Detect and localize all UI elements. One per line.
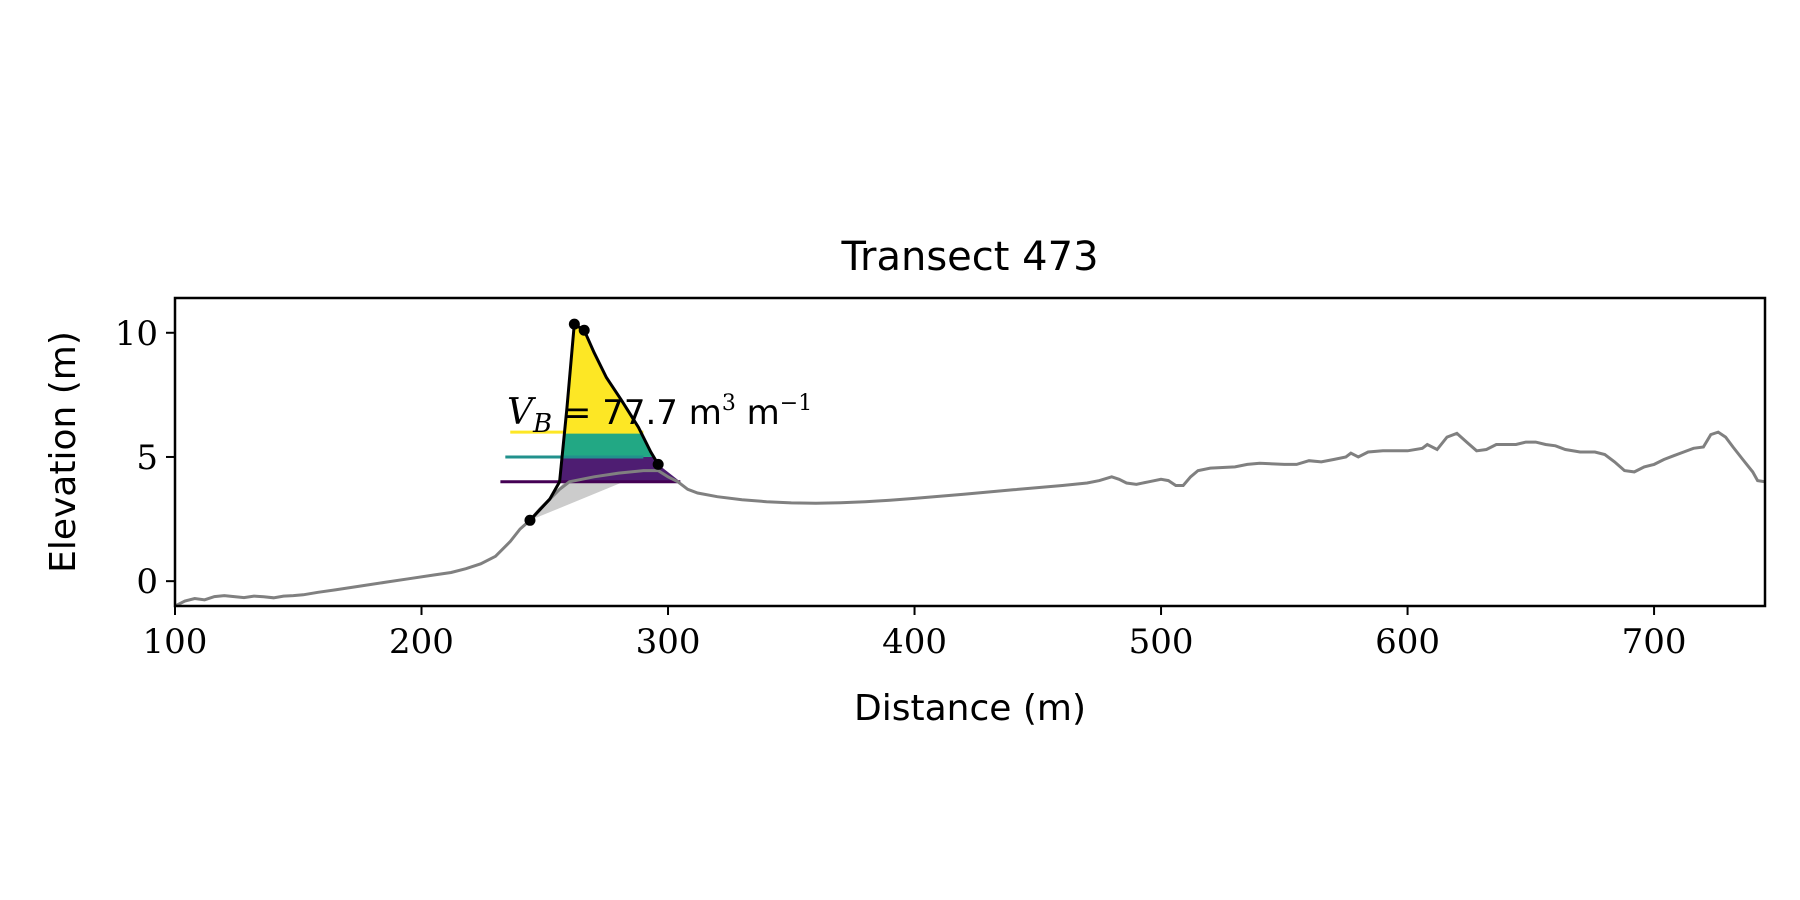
annotation-unit2-exp: −1 [780,391,812,416]
annotation-unit: m [689,393,722,433]
dune-outline [528,321,660,522]
x-tick-label: 500 [1129,622,1194,662]
band-fill-purple [520,456,681,482]
plot-area [175,318,1765,606]
marker-point [568,318,580,330]
x-axis: 100 200 300 400 500 600 700 [143,606,1687,662]
y-axis: 0 5 10 [115,314,175,602]
marker-point [652,458,664,470]
x-tick-label: 100 [143,622,208,662]
volume-annotation: VB = 77.7 m3 m−1 [507,391,812,439]
annotation-subscript: B [532,409,552,439]
y-tick-label: 5 [136,438,158,478]
markers [524,318,664,526]
y-tick-label: 10 [115,314,158,354]
annotation-unit-exp: 3 [722,391,736,416]
base-fill [530,481,624,521]
annotation-value: 77.7 [602,393,678,433]
profile-line [175,430,1765,606]
x-tick-label: 200 [389,622,454,662]
band-lines [500,430,681,484]
marker-point [524,514,536,526]
x-tick-label: 600 [1375,622,1440,662]
x-tick-label: 300 [636,622,701,662]
marker-point [578,324,590,336]
annotation-unit2: m [747,393,780,433]
y-tick-label: 0 [136,562,158,602]
y-axis-label: Elevation (m) [43,331,84,573]
x-axis-label: Distance (m) [854,688,1086,729]
annotation-symbol: V [507,392,537,433]
chart-title: Transect 473 [840,234,1098,280]
x-tick-label: 700 [1622,622,1687,662]
x-tick-label: 400 [882,622,947,662]
annotation-equals: = [552,393,602,433]
plot-frame [173,296,1767,608]
